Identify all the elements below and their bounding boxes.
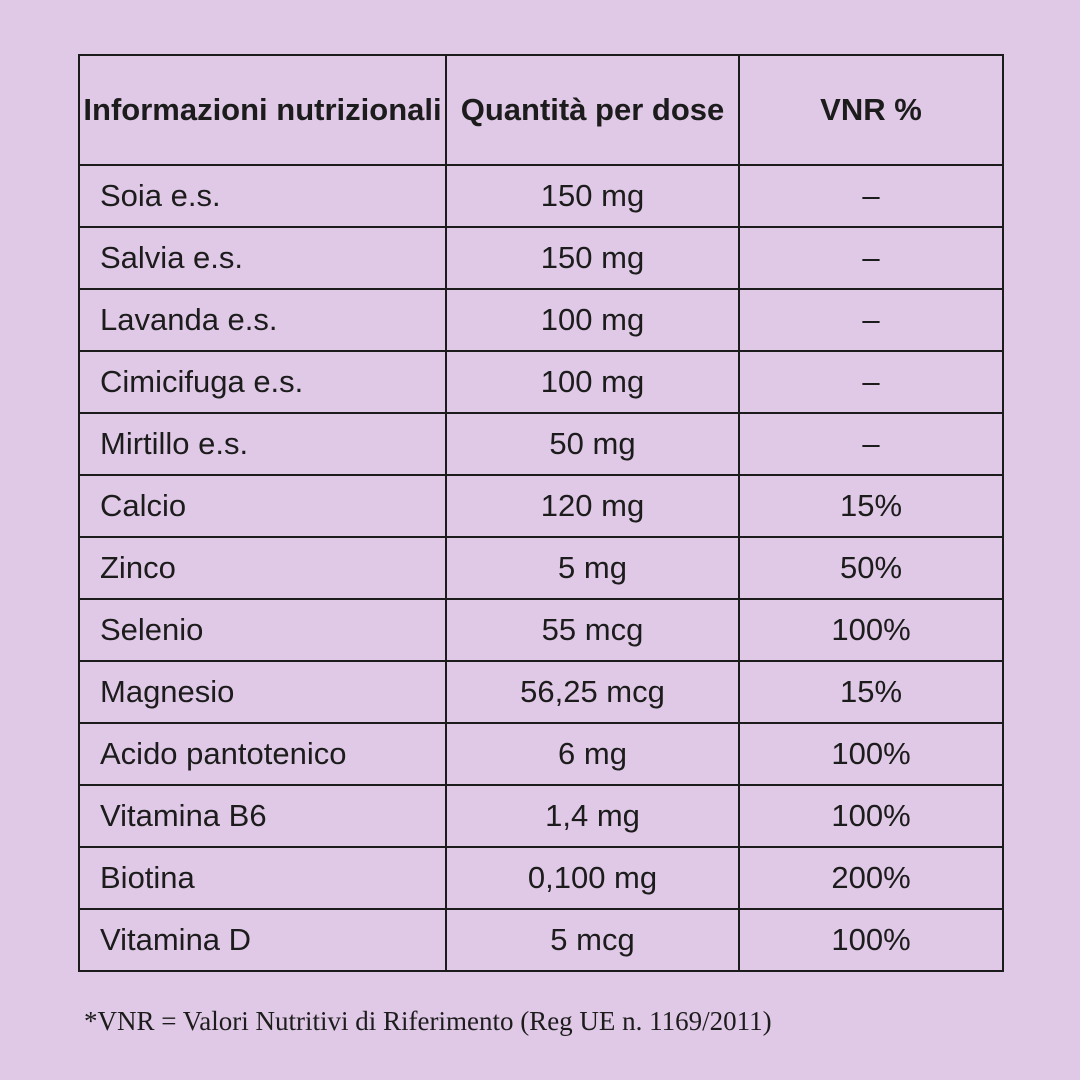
- nutrient-name: Cimicifuga e.s.: [78, 350, 447, 414]
- header-row: Informazioni nutrizionali Quantità per d…: [78, 54, 1004, 166]
- table-row: Selenio 55 mcg 100%: [78, 598, 1004, 662]
- nutrient-vnr: 100%: [738, 784, 1004, 848]
- nutrient-quantity: 56,25 mcg: [445, 660, 740, 724]
- nutrient-quantity: 100 mg: [445, 288, 740, 352]
- table-row: Vitamina B6 1,4 mg 100%: [78, 784, 1004, 848]
- nutrient-vnr: –: [738, 412, 1004, 476]
- nutrient-vnr: –: [738, 350, 1004, 414]
- header-quantity-per-dose: Quantità per dose: [445, 54, 740, 166]
- table-row: Mirtillo e.s. 50 mg –: [78, 412, 1004, 476]
- nutrient-name: Magnesio: [78, 660, 447, 724]
- table-row: Biotina 0,100 mg 200%: [78, 846, 1004, 910]
- nutrient-quantity: 55 mcg: [445, 598, 740, 662]
- nutrient-quantity: 150 mg: [445, 164, 740, 228]
- nutrient-vnr: –: [738, 164, 1004, 228]
- table-row: Vitamina D 5 mcg 100%: [78, 908, 1004, 972]
- nutrient-name: Soia e.s.: [78, 164, 447, 228]
- nutrient-name: Zinco: [78, 536, 447, 600]
- nutrient-vnr: 100%: [738, 598, 1004, 662]
- nutrient-name: Selenio: [78, 598, 447, 662]
- nutrient-vnr: 100%: [738, 722, 1004, 786]
- nutrient-quantity: 100 mg: [445, 350, 740, 414]
- table-row: Magnesio 56,25 mcg 15%: [78, 660, 1004, 724]
- table-row: Lavanda e.s. 100 mg –: [78, 288, 1004, 352]
- table-row: Salvia e.s. 150 mg –: [78, 226, 1004, 290]
- header-nutrition-info: Informazioni nutrizionali: [78, 54, 447, 166]
- table-row: Acido pantotenico 6 mg 100%: [78, 722, 1004, 786]
- nutrient-name: Mirtillo e.s.: [78, 412, 447, 476]
- vnr-footnote: *VNR = Valori Nutritivi di Riferimento (…: [84, 1006, 772, 1036]
- nutrient-quantity: 0,100 mg: [445, 846, 740, 910]
- nutrient-vnr: 50%: [738, 536, 1004, 600]
- nutrient-vnr: –: [738, 226, 1004, 290]
- nutrient-quantity: 5 mg: [445, 536, 740, 600]
- table-row: Calcio 120 mg 15%: [78, 474, 1004, 538]
- nutrient-vnr: 15%: [738, 474, 1004, 538]
- nutrient-quantity: 5 mcg: [445, 908, 740, 972]
- nutrient-name: Biotina: [78, 846, 447, 910]
- nutrient-vnr: –: [738, 288, 1004, 352]
- nutrient-name: Lavanda e.s.: [78, 288, 447, 352]
- header-vnr-percent: VNR %: [738, 54, 1004, 166]
- nutrient-name: Salvia e.s.: [78, 226, 447, 290]
- nutrition-table: Informazioni nutrizionali Quantità per d…: [78, 54, 1004, 972]
- table-body: Soia e.s. 150 mg – Salvia e.s. 150 mg – …: [78, 164, 1004, 972]
- nutrient-name: Vitamina D: [78, 908, 447, 972]
- nutrient-quantity: 150 mg: [445, 226, 740, 290]
- nutrient-quantity: 1,4 mg: [445, 784, 740, 848]
- table-row: Zinco 5 mg 50%: [78, 536, 1004, 600]
- nutrient-name: Acido pantotenico: [78, 722, 447, 786]
- nutrient-name: Vitamina B6: [78, 784, 447, 848]
- table-row: Cimicifuga e.s. 100 mg –: [78, 350, 1004, 414]
- table-row: Soia e.s. 150 mg –: [78, 164, 1004, 228]
- nutrient-vnr: 100%: [738, 908, 1004, 972]
- nutrient-vnr: 15%: [738, 660, 1004, 724]
- nutrient-name: Calcio: [78, 474, 447, 538]
- table-header: Informazioni nutrizionali Quantità per d…: [78, 54, 1004, 166]
- nutrient-quantity: 50 mg: [445, 412, 740, 476]
- nutrient-quantity: 120 mg: [445, 474, 740, 538]
- nutrient-quantity: 6 mg: [445, 722, 740, 786]
- nutrient-vnr: 200%: [738, 846, 1004, 910]
